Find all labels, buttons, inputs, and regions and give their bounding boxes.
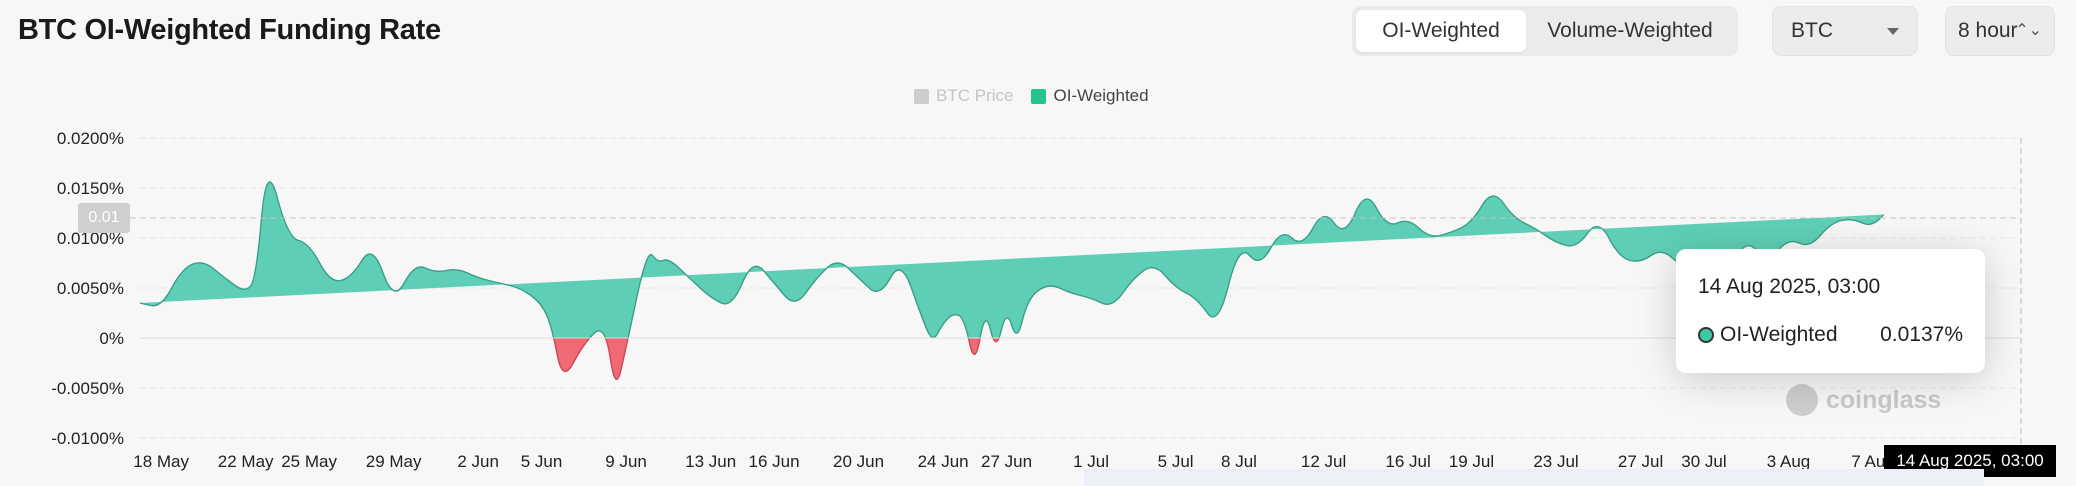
tooltip-row: OI-Weighted 0.0137% (1698, 323, 1963, 347)
coin-select[interactable]: BTC (1772, 6, 1918, 56)
tab-oi-weighted[interactable]: OI-Weighted (1356, 10, 1526, 52)
x-tick-label: 29 May (366, 452, 422, 471)
x-tick-label: 24 Jun (918, 452, 969, 471)
x-tick-label: 5 Jun (521, 452, 563, 471)
x-tick-label: 5 Jul (1158, 452, 1194, 471)
chevron-down-icon (1887, 28, 1899, 35)
x-tick-label: 30 Jul (1681, 452, 1726, 471)
legend-item-btc-price[interactable]: BTC Price (914, 86, 1013, 106)
legend-item-oi-weighted[interactable]: OI-Weighted (1031, 86, 1149, 106)
x-tick-label: 23 Jul (1533, 452, 1578, 471)
x-tick-label: 22 May (218, 452, 274, 471)
tooltip-series-name: OI-Weighted (1720, 323, 1838, 346)
watermark-text: coinglass (1826, 385, 1942, 414)
tooltip-time: 14 Aug 2025, 03:00 (1698, 275, 1881, 298)
y-tick-label: -0.0050% (51, 379, 124, 398)
chevron-updown-icon: ⌃⌄ (2015, 22, 2042, 39)
x-tick-label: 18 May (133, 452, 189, 471)
x-tick-label: 12 Jul (1301, 452, 1346, 471)
page-title: BTC OI-Weighted Funding Rate (18, 14, 441, 46)
crosshair-y-label: 0.01 (78, 203, 130, 233)
x-tick-label: 13 Jun (685, 452, 736, 471)
x-tick-label: 9 Jun (605, 452, 647, 471)
y-tick-label: 0% (99, 329, 124, 348)
tooltip-series-dot-icon (1698, 327, 1714, 343)
coin-select-value: BTC (1791, 19, 1833, 42)
zoom-slider-track[interactable] (1084, 469, 1984, 486)
series-line-negative (552, 338, 1000, 380)
chart-tooltip: 14 Aug 2025, 03:00 OI-Weighted 0.0137% (1676, 249, 1985, 373)
tooltip-series-value: 0.0137% (1880, 323, 1963, 346)
x-tick-label: 25 May (281, 452, 337, 471)
x-tick-label: 27 Jun (981, 452, 1032, 471)
y-tick-label: 0.0150% (57, 179, 124, 198)
series-line-positive (139, 181, 1885, 338)
x-tick-label: 8 Jul (1221, 452, 1257, 471)
legend-swatch-oi-weighted (1031, 88, 1047, 104)
x-tick-label: 1 Jul (1073, 452, 1109, 471)
x-tick-label: 7 Aug (1851, 452, 1895, 471)
tab-volume-weighted[interactable]: Volume-Weighted (1547, 19, 1713, 42)
x-tick-label: 20 Jun (833, 452, 884, 471)
coinglass-watermark: coinglass (1786, 384, 1941, 416)
y-tick-label: -0.0100% (51, 429, 124, 448)
area-positive (140, 182, 1884, 338)
x-tick-label: 2 Jun (457, 452, 499, 471)
interval-select[interactable]: 8 hour ⌃⌄ (1945, 6, 2055, 56)
x-tick-label: 16 Jun (749, 452, 800, 471)
chart-legend: BTC Price OI-Weighted (914, 86, 1167, 106)
interval-select-value: 8 hour (1958, 19, 2018, 42)
x-tick-label: 27 Jul (1618, 452, 1663, 471)
y-tick-label: 0.0200% (57, 129, 124, 148)
coinglass-logo-icon (1786, 384, 1818, 416)
x-tick-label: 19 Jul (1449, 452, 1494, 471)
y-tick-label: 0.0100% (57, 229, 124, 248)
crosshair-x-label: 14 Aug 2025, 03:00 (1884, 445, 2056, 477)
legend-label-btc-price: BTC Price (936, 86, 1014, 105)
weighting-toggle: OI-Weighted Volume-Weighted (1352, 6, 1738, 56)
x-tick-label: 3 Aug (1767, 452, 1811, 471)
x-tick-label: 16 Jul (1385, 452, 1430, 471)
legend-label-oi-weighted: OI-Weighted (1053, 86, 1149, 105)
y-tick-label: 0.0050% (57, 279, 124, 298)
legend-swatch-btc-price (914, 88, 929, 104)
